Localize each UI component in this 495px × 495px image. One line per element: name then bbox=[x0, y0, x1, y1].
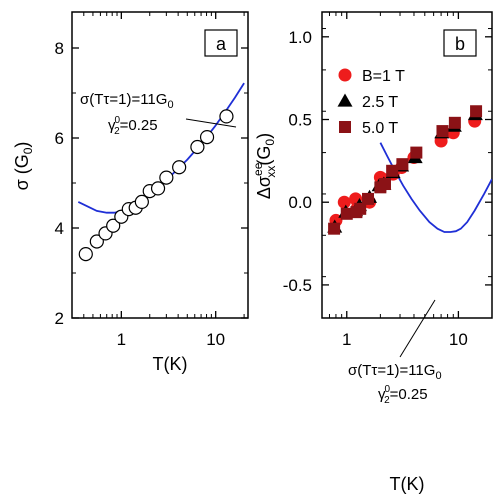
data-point-s0 bbox=[199, 130, 215, 145]
data-point-s0 bbox=[106, 218, 121, 233]
data-point-s2 bbox=[448, 116, 461, 129]
data-point-s0 bbox=[89, 234, 104, 249]
panel-b-ticks bbox=[321, 12, 493, 319]
panel-a-frame bbox=[71, 11, 249, 319]
panel-a-y-tick-labels: 2 4 6 8 bbox=[55, 39, 64, 328]
legend-label-b1: B=1 T bbox=[362, 68, 405, 85]
legend-marker-0 bbox=[338, 68, 352, 82]
data-point-s2 bbox=[386, 164, 399, 177]
x-tick-label: 10 bbox=[449, 330, 468, 349]
panel-a-annotation-pointer bbox=[185, 118, 237, 128]
y-tick-label: 4 bbox=[55, 219, 64, 238]
data-point-s0 bbox=[134, 194, 149, 209]
data-point-s0 bbox=[172, 160, 187, 175]
y-tick-label: 6 bbox=[55, 129, 64, 148]
data-point-s0 bbox=[190, 139, 205, 155]
data-point-s0 bbox=[150, 181, 166, 196]
x-tick-label: 1 bbox=[117, 330, 126, 349]
panel-a-data-points bbox=[78, 109, 234, 262]
panel-b-y-tick-labels: -0.5 0.0 0.5 1.0 bbox=[283, 28, 312, 295]
legend-marker-2 bbox=[339, 121, 351, 133]
panel-b-label: b bbox=[455, 34, 465, 54]
data-point-s2 bbox=[378, 178, 391, 191]
panel-b-x-axis-title: T(K) bbox=[390, 474, 425, 494]
y-tick-label: 8 bbox=[55, 39, 64, 58]
legend-label-b25: 2.5 T bbox=[362, 94, 398, 111]
legend-label-b5: 5.0 T bbox=[362, 120, 398, 137]
legend-marker-1 bbox=[337, 93, 353, 107]
panel-a-y-axis-title: σ (G0) bbox=[12, 142, 35, 191]
panel-b-y-axis-title: Δσeexx(G0) bbox=[251, 133, 278, 199]
panel-b-frame bbox=[321, 11, 493, 319]
data-point-s0 bbox=[159, 170, 174, 185]
panel-b-x-tick-labels: 1 10 bbox=[342, 330, 468, 349]
y-tick-label: -0.5 bbox=[283, 276, 312, 295]
panel-b: -0.5 0.0 0.5 1.0 1 10 b B=1 T 2.5 T 5.0 T σ(… bbox=[251, 11, 493, 494]
y-tick-label: 1.0 bbox=[288, 28, 312, 47]
panel-a-x-tick-labels: 1 10 bbox=[117, 330, 226, 349]
panel-b-label-box bbox=[443, 29, 477, 57]
data-point-s2 bbox=[396, 158, 409, 171]
panel-b-model-curve bbox=[379, 142, 492, 233]
data-point-s2 bbox=[328, 222, 341, 235]
data-point-s2 bbox=[410, 146, 423, 159]
panel-b-data-points bbox=[327, 105, 483, 235]
y-tick-label: 2 bbox=[55, 309, 64, 328]
panel-a-annotation-line1: σ(Tτ=1)=11G0 bbox=[80, 91, 174, 111]
data-point-s2 bbox=[354, 202, 367, 215]
data-point-s0 bbox=[337, 195, 351, 209]
data-point-s0 bbox=[219, 109, 234, 124]
panel-a-label-box bbox=[204, 29, 238, 57]
panel-a-annotation-line2: γ0 2=0.25 bbox=[108, 115, 158, 137]
panel-b-annotation-pointer bbox=[399, 299, 436, 358]
legend-markers bbox=[337, 68, 353, 133]
panel-b-annotation-line1: σ(Tτ=1)=11G0 bbox=[348, 362, 442, 382]
y-tick-label: 0.5 bbox=[288, 111, 312, 130]
data-point-s0 bbox=[78, 247, 93, 262]
data-point-s2 bbox=[436, 125, 449, 138]
x-tick-label: 1 bbox=[342, 330, 351, 349]
data-point-s2 bbox=[470, 105, 483, 118]
y-tick-label: 0.0 bbox=[288, 193, 312, 212]
panel-b-legend: B=1 T 2.5 T 5.0 T bbox=[337, 68, 405, 137]
x-tick-label: 10 bbox=[206, 330, 225, 349]
panel-a-label: a bbox=[216, 34, 227, 54]
panel-a-ticks bbox=[71, 12, 248, 319]
panel-a-x-axis-title: T(K) bbox=[153, 354, 188, 374]
panel-b-annotation-line2: γ0 2=0.25 bbox=[378, 384, 428, 406]
data-point-s2 bbox=[340, 207, 353, 220]
data-point-s2 bbox=[362, 192, 375, 205]
